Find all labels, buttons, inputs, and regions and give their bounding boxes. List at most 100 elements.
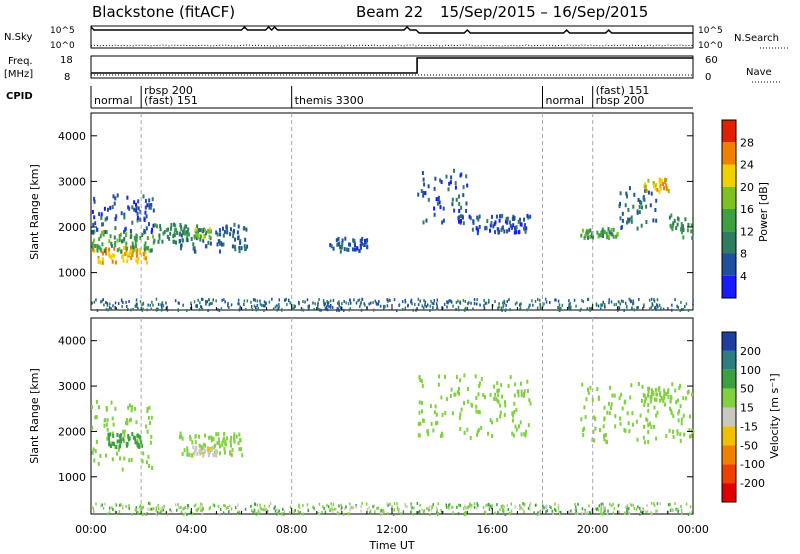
data-cell [670, 213, 673, 218]
ground-scatter-cell [514, 505, 516, 509]
data-cell [204, 443, 207, 448]
data-cell [489, 223, 492, 228]
ground-scatter-cell [603, 303, 606, 306]
ground-scatter-cell [252, 511, 254, 514]
ground-scatter-cell [102, 298, 104, 302]
data-cell [157, 239, 160, 244]
data-cell [100, 215, 103, 220]
data-cell [238, 432, 241, 437]
data-cell [336, 242, 339, 247]
y-tick-label: 1000 [58, 267, 86, 280]
data-cell [675, 400, 678, 405]
ground-scatter-cell [178, 505, 180, 509]
power-x-ticks [90, 304, 694, 310]
ground-scatter-cell [360, 509, 362, 513]
ground-scatter-cell [157, 503, 159, 507]
ground-scatter-cell [503, 505, 506, 509]
ground-scatter-cell [600, 511, 602, 515]
data-cell [468, 214, 471, 219]
data-cell [181, 436, 184, 441]
velocity-colorbar-swatch [722, 445, 736, 465]
ground-scatter-cell [186, 513, 188, 517]
data-cell [153, 238, 156, 243]
data-cell [209, 446, 212, 451]
ground-scatter-cell [488, 502, 490, 506]
freq-tick-high: 18 [60, 55, 73, 66]
data-cell [513, 230, 516, 235]
ground-scatter-cell [443, 302, 446, 306]
data-cell [132, 244, 134, 249]
data-cell [202, 238, 205, 243]
data-cell [659, 398, 662, 403]
data-cell [647, 403, 650, 407]
ground-scatter-cell [344, 507, 346, 511]
power-colorbar-tick: 28 [740, 136, 754, 149]
ground-scatter-cell [429, 513, 431, 516]
data-cell [640, 398, 643, 403]
data-cell [458, 386, 460, 391]
data-cell [94, 415, 97, 420]
data-cell [119, 456, 121, 461]
ground-scatter-cell [464, 510, 467, 514]
data-cell [99, 234, 102, 239]
data-cell [484, 395, 486, 400]
data-cell [512, 413, 514, 418]
data-cell [188, 452, 191, 457]
data-cell [95, 440, 98, 444]
ground-scatter-cell [613, 507, 616, 511]
data-cell [440, 180, 443, 184]
ground-scatter-cell [636, 306, 638, 310]
ground-scatter-cell [150, 307, 152, 311]
ground-scatter-cell [332, 502, 335, 506]
ground-scatter-cell [200, 305, 203, 309]
ground-scatter-cell [620, 299, 623, 303]
data-cell [433, 206, 436, 211]
data-cell [529, 401, 532, 406]
data-cell [621, 211, 624, 216]
ground-scatter-cell [318, 298, 320, 301]
data-cell [637, 197, 640, 202]
ground-scatter-cell [298, 505, 300, 508]
ground-scatter-cell [141, 505, 144, 509]
data-cell [582, 433, 585, 437]
ground-scatter-cell [581, 299, 583, 303]
ground-scatter-cell [638, 297, 640, 301]
data-cell [584, 415, 587, 420]
data-cell [652, 183, 655, 188]
data-cell [445, 397, 448, 401]
data-cell [138, 250, 141, 255]
data-cell [136, 253, 138, 258]
data-cell [230, 227, 232, 232]
data-cell [450, 387, 453, 392]
ground-scatter-cell [317, 307, 319, 311]
ground-scatter-cell [649, 307, 651, 311]
data-cell [603, 230, 606, 234]
data-cell [158, 236, 161, 241]
ground-scatter-cell [338, 302, 340, 306]
data-cell [449, 393, 452, 398]
data-cell [215, 432, 218, 437]
ground-scatter-cell [160, 303, 162, 307]
velocity-colorbar-tick: -50 [740, 439, 758, 452]
ground-scatter-cell [473, 505, 476, 509]
data-cell [116, 238, 119, 243]
ground-scatter-cell [622, 300, 624, 303]
data-cell [587, 390, 590, 395]
ground-scatter-cell [654, 306, 656, 310]
ground-scatter-cell [656, 509, 658, 513]
data-cell [109, 432, 112, 437]
data-cell [146, 460, 148, 465]
ground-scatter-cell [681, 512, 683, 516]
ground-scatter-cell [101, 299, 103, 303]
data-cell [91, 230, 94, 234]
data-cell [207, 453, 210, 458]
data-cell [107, 207, 109, 212]
data-cell [94, 449, 97, 454]
ground-scatter-cell [430, 299, 432, 303]
ground-scatter-cell [370, 301, 372, 305]
ground-scatter-cell [618, 306, 621, 310]
data-cell [681, 226, 684, 231]
data-cell [457, 216, 460, 221]
data-cell [349, 242, 351, 247]
